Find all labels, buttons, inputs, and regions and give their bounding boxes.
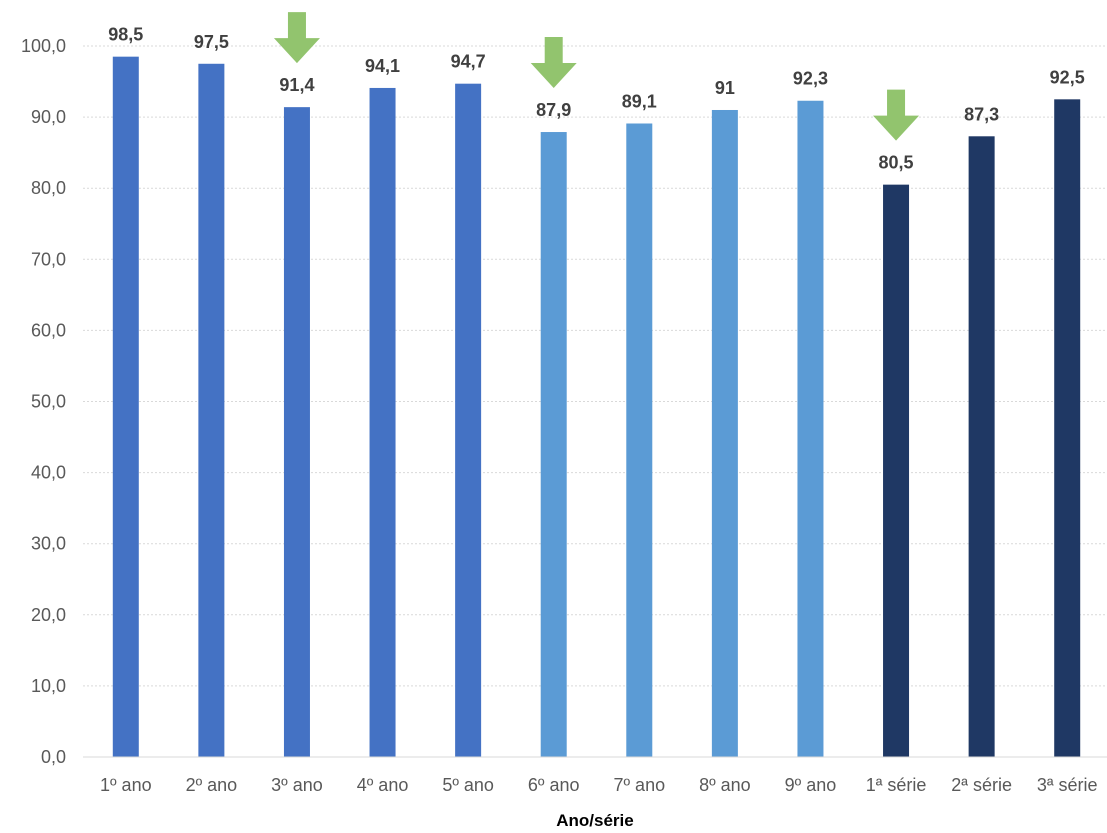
annotation-arrows (273, 12, 920, 141)
bar (198, 63, 225, 757)
bar (626, 123, 653, 757)
data-label: 87,9 (536, 100, 571, 120)
y-tick-label: 0,0 (41, 747, 66, 767)
data-label: 98,5 (108, 25, 143, 45)
x-category-label: 2º ano (186, 775, 238, 795)
bar (711, 109, 738, 758)
data-label: 91 (715, 78, 735, 98)
x-category-label: 9º ano (785, 775, 837, 795)
down-arrow-icon (530, 37, 577, 89)
y-tick-label: 100,0 (21, 36, 66, 56)
x-axis-title: Ano/série (556, 811, 633, 830)
x-category-label: 1º ano (100, 775, 152, 795)
bar (540, 132, 567, 757)
data-label: 97,5 (194, 32, 229, 52)
y-axis-tick-labels: 0,0 10,0 20,0 30,0 40,0 50,0 60,0 70,0 80,0 90,0 1… (21, 36, 66, 767)
bar (283, 107, 310, 757)
y-tick-label: 10,0 (31, 676, 66, 696)
bar (112, 56, 139, 758)
x-category-label: 7º ano (613, 775, 665, 795)
bar (968, 136, 995, 757)
y-tick-label: 70,0 (31, 249, 66, 269)
x-category-label: 6º ano (528, 775, 580, 795)
y-tick-label: 20,0 (31, 605, 66, 625)
x-category-label: 3ª série (1037, 775, 1098, 795)
y-tick-label: 50,0 (31, 392, 66, 412)
x-category-label: 2ª série (951, 775, 1012, 795)
y-tick-label: 60,0 (31, 320, 66, 340)
data-labels: 98,5 97,5 91,4 94,1 94,7 87,9 89,1 91 92,3 80,5 87… (108, 25, 1084, 173)
x-category-label: 1ª série (866, 775, 927, 795)
x-category-label: 3º ano (271, 775, 323, 795)
x-category-label: 4º ano (357, 775, 409, 795)
x-category-label: 8º ano (699, 775, 751, 795)
bar (369, 87, 396, 758)
data-label: 92,3 (793, 69, 828, 89)
y-tick-label: 30,0 (31, 534, 66, 554)
bars (112, 56, 1081, 758)
down-arrow-icon (873, 89, 920, 141)
gridlines (83, 45, 1107, 687)
data-label: 92,5 (1050, 67, 1085, 87)
x-category-label: 5º ano (442, 775, 494, 795)
data-label: 94,1 (365, 56, 400, 76)
down-arrow-icon (273, 12, 320, 64)
x-axis-category-labels: 1º ano 2º ano 3º ano 4º ano 5º ano 6º ano 7º a… (100, 775, 1098, 795)
data-label: 89,1 (622, 91, 657, 111)
y-tick-label: 90,0 (31, 107, 66, 127)
bar (1054, 99, 1081, 757)
bar (455, 83, 482, 758)
data-label: 80,5 (879, 153, 914, 173)
data-label: 87,3 (964, 104, 999, 124)
bar (797, 100, 824, 757)
bar (883, 184, 910, 757)
data-label: 94,7 (451, 52, 486, 72)
data-label: 91,4 (279, 75, 314, 95)
y-tick-label: 40,0 (31, 463, 66, 483)
y-tick-label: 80,0 (31, 178, 66, 198)
